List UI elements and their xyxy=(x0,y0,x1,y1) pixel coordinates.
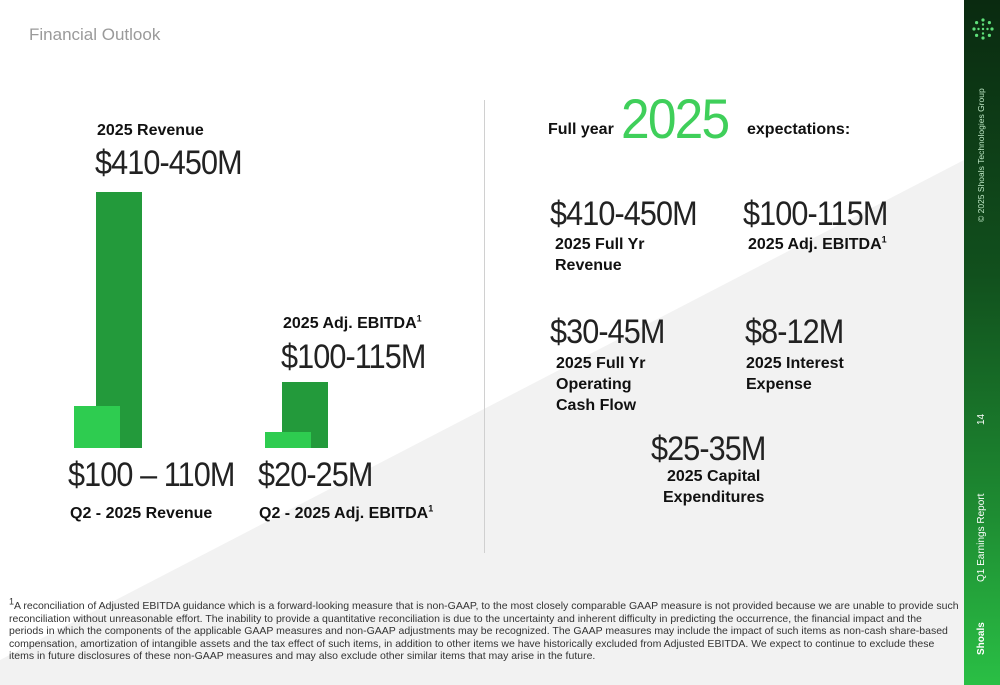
q2-ebitda-value: $20-25M xyxy=(258,456,373,494)
fy-cash-flow-value: $30-45M xyxy=(550,313,665,351)
q2-revenue-label: Q2 - 2025 Revenue xyxy=(70,505,213,522)
full-year-number: 2025 xyxy=(621,87,730,150)
background-wedge xyxy=(0,160,964,685)
page-title: Financial Outlook xyxy=(29,25,161,44)
copyright-text-vertical: © 2025 Shoals Technologies Group xyxy=(976,88,986,222)
fy-capex-value: $25-35M xyxy=(651,430,766,468)
page-number: 14 xyxy=(976,413,987,425)
sidebar xyxy=(964,0,1000,685)
ebitda-label: 2025 Adj. EBITDA1 xyxy=(283,313,422,332)
revenue-bar-q2 xyxy=(74,406,120,448)
fy-interest-label: 2025 Interest Expense xyxy=(746,355,844,393)
fy-interest-value: $8-12M xyxy=(745,313,844,351)
footnote: 1A reconciliation of Adjusted EBITDA gui… xyxy=(9,596,959,663)
revenue-bar-full-year xyxy=(96,192,142,448)
fy-capex-label: 2025 Capital Expenditures xyxy=(663,468,765,506)
revenue-label: 2025 Revenue xyxy=(97,122,204,139)
fy-ebitda-value: $100-115M xyxy=(743,195,888,233)
report-name: Q1 Earnings Report xyxy=(976,493,987,582)
fy-cash-flow-label: 2025 Full Yr Operating Cash Flow xyxy=(556,355,646,414)
brand-name: Shoals xyxy=(976,622,987,655)
full-year-suffix: expectations: xyxy=(747,121,851,138)
fy-revenue-value: $410-450M xyxy=(550,195,698,233)
revenue-value: $410-450M xyxy=(95,144,243,182)
fy-ebitda-label: 2025 Adj. EBITDA1 xyxy=(748,234,887,253)
divider xyxy=(484,100,485,553)
q2-revenue-value: $100 – 110M xyxy=(68,456,235,494)
ebitda-bar-q2 xyxy=(265,432,311,448)
full-year-prefix: Full year xyxy=(548,121,614,138)
fy-revenue-label: 2025 Full Yr Revenue xyxy=(555,236,645,274)
ebitda-value: $100-115M xyxy=(281,338,426,376)
sunburst-logo-icon xyxy=(972,18,994,40)
q2-ebitda-label: Q2 - 2025 Adj. EBITDA1 xyxy=(259,503,434,522)
